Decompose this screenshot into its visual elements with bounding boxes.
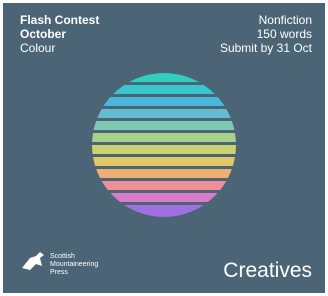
stripe — [80, 145, 248, 154]
subtitle: Colour — [20, 41, 55, 55]
title-line: Flash Contest — [20, 13, 99, 27]
stripe — [80, 157, 248, 166]
stripe — [80, 109, 248, 118]
poster: Flash Contest October Colour Nonfiction … — [0, 0, 328, 296]
detail: Submit by 31 Oct — [220, 41, 313, 55]
publisher-line: Press — [50, 269, 68, 276]
publisher-line: Scottish — [50, 253, 75, 260]
stripe — [80, 133, 248, 142]
detail: 150 words — [257, 27, 312, 41]
stripe — [80, 169, 248, 178]
detail: Nonfiction — [259, 13, 312, 27]
title-line: October — [20, 27, 66, 41]
stripe — [80, 121, 248, 130]
publisher-line: Mountaineering — [50, 261, 98, 268]
brand: Creatives — [223, 259, 312, 282]
